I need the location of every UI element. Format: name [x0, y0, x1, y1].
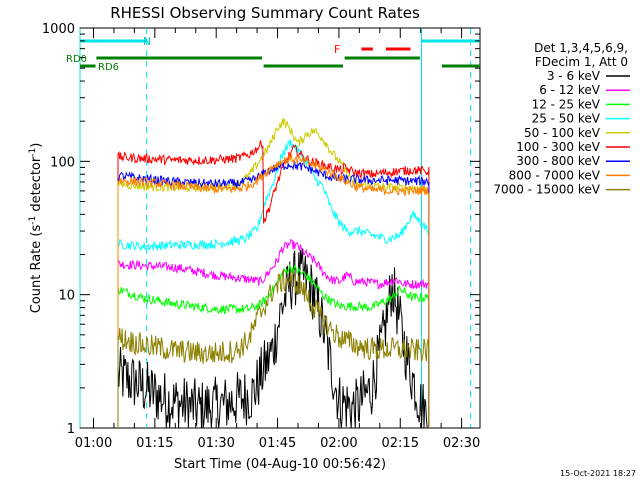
- x-tick-label-3: 01:45: [259, 436, 296, 451]
- series-line-0: [117, 248, 429, 429]
- legend-label-6: 300 - 800 keV: [516, 154, 600, 168]
- night-label: N: [143, 35, 151, 48]
- legend-label-2: 12 - 25 keV: [532, 97, 601, 111]
- x-tick-label-1: 01:15: [136, 436, 173, 451]
- x-axis-label: Start Time (04-Aug-10 00:56:42): [174, 457, 386, 472]
- rd6-label: RD6: [98, 62, 119, 73]
- series-line-1: [117, 238, 430, 428]
- legend-header-line-2: FDecim 1, Att 0: [535, 55, 628, 69]
- y-tick-label-1: 10: [58, 289, 75, 304]
- chart-title: RHESSI Observing Summary Count Rates: [110, 4, 420, 22]
- legend-label-3: 25 - 50 keV: [532, 112, 601, 126]
- legend-label-7: 800 - 7000 keV: [509, 168, 601, 182]
- series-line-3: [117, 139, 430, 428]
- rd0-label: RD0: [66, 54, 87, 65]
- x-tick-label-5: 02:15: [382, 436, 419, 451]
- x-tick-label-2: 01:30: [197, 436, 234, 451]
- series-line-7: [117, 154, 430, 428]
- y-tick-label-2: 100: [50, 155, 75, 170]
- series-line-5: [117, 140, 430, 428]
- x-tick-label-4: 02:00: [320, 436, 357, 451]
- legend-header-line-1: Det 1,3,4,5,6,9,: [534, 41, 628, 55]
- legend-label-4: 50 - 100 keV: [524, 126, 601, 140]
- y-tick-label-0: 1: [67, 422, 75, 437]
- series-line-6: [117, 161, 430, 428]
- legend: Det 1,3,4,5,6,9, FDecim 1, Att 0 3 - 6 k…: [493, 41, 630, 197]
- x-tick-label-6: 02:30: [443, 436, 480, 451]
- x-tick-label-0: 01:00: [75, 436, 112, 451]
- footer-date: 15-Oct-2021 18:27: [560, 469, 636, 478]
- legend-label-5: 100 - 300 keV: [516, 140, 600, 154]
- legend-label-0: 3 - 6 keV: [547, 69, 601, 83]
- legend-label-8: 7000 - 15000 keV: [493, 183, 600, 197]
- y-axis-label: Count Rate (s-1 detector-1): [28, 143, 44, 314]
- legend-label-1: 6 - 12 keV: [539, 83, 601, 97]
- status-markers: N F RD0 RD6: [66, 28, 480, 428]
- y-tick-label-3: 1000: [42, 22, 75, 37]
- series-lines: [117, 118, 430, 429]
- flare-label: F: [334, 43, 340, 56]
- series-line-8: [117, 269, 430, 428]
- axes: 01:00 01:15 01:30 01:45 02:00 02:15 02:30 1 10 10…: [42, 22, 480, 451]
